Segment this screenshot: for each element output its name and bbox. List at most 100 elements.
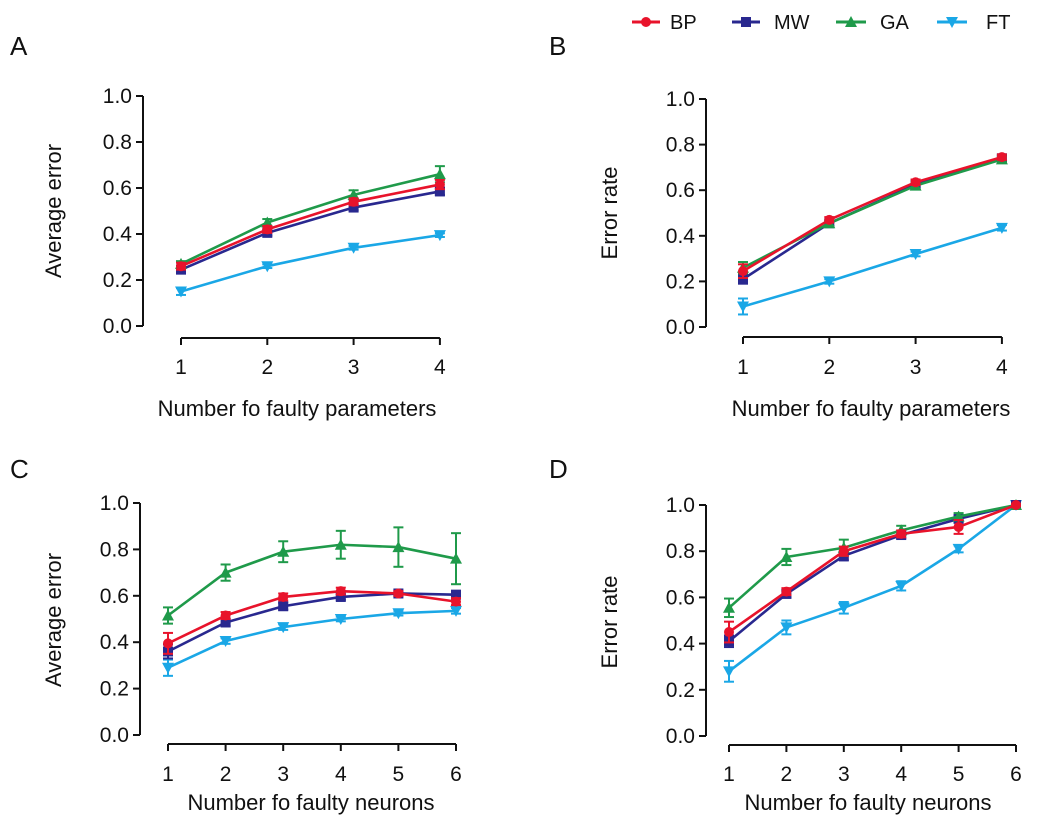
data-point-bp — [738, 266, 748, 277]
data-point-mw — [278, 601, 289, 612]
x-tick-label: 3 — [277, 763, 289, 786]
data-point-ga — [277, 545, 290, 557]
data-point-bp — [220, 610, 231, 621]
data-point-bp — [434, 179, 445, 190]
y-tick-label: 0.4 — [103, 223, 133, 246]
panel-letter: A — [10, 31, 28, 61]
data-point-ft — [723, 666, 735, 678]
series-bp — [163, 586, 461, 655]
legend-item-bp: BP — [632, 12, 697, 34]
data-point-ft — [450, 605, 462, 617]
data-point-bp — [393, 588, 404, 599]
data-point-ft — [895, 580, 908, 592]
x-tick-label: 3 — [348, 356, 360, 379]
data-point-mw — [434, 186, 445, 197]
series-line-bp — [728, 503, 1017, 634]
legend-marker-ft — [946, 17, 958, 28]
y-tick-label: 1.0 — [666, 88, 695, 111]
data-point-ft — [737, 301, 749, 313]
x-tick-label: 4 — [996, 356, 1008, 379]
y-tick-label: 0.4 — [666, 633, 696, 656]
data-point-ft — [219, 636, 232, 648]
data-point-bp — [996, 152, 1007, 163]
series-line-ga — [167, 543, 457, 617]
series-line-mw — [742, 157, 1003, 281]
data-point-ft — [995, 222, 1008, 234]
data-point-bp — [824, 214, 835, 225]
data-point-ft — [837, 602, 850, 614]
x-tick-label: 2 — [220, 763, 232, 786]
data-point-ga — [261, 216, 274, 228]
x-tick-label: 1 — [723, 763, 735, 786]
legend-item-ft: FT — [937, 12, 1010, 34]
data-point-ft — [175, 286, 187, 298]
y-tick-label: 0.6 — [666, 179, 695, 202]
data-point-mw — [335, 591, 346, 602]
series-line-mw — [728, 503, 1017, 643]
data-point-mw — [348, 202, 359, 213]
y-tick-label: 0.8 — [666, 540, 695, 563]
y-tick-label: 0.8 — [103, 131, 132, 154]
y-tick-label: 1.0 — [100, 492, 129, 515]
x-axis-title: Number fo faulty parameters — [732, 396, 1011, 421]
legend-marker-bp — [641, 17, 651, 27]
y-tick-label: 1.0 — [666, 494, 695, 517]
x-tick-label: 2 — [781, 763, 793, 786]
data-point-ft — [261, 261, 274, 273]
panel-letter: D — [549, 454, 568, 484]
data-point-bp — [953, 521, 964, 532]
series-mw — [738, 153, 1007, 285]
series-line-mw — [180, 190, 441, 271]
legend-label-ga: GA — [880, 12, 910, 34]
y-tick-label: 0.6 — [103, 177, 132, 200]
y-tick-label: 0.0 — [666, 316, 695, 339]
panel-d: D Error rate Number fo faulty neurons 0.… — [549, 454, 1022, 815]
series-ft — [723, 500, 1022, 683]
y-axis-title: Average error — [41, 553, 66, 687]
panel-c: C Average error Number fo faulty neurons… — [10, 454, 462, 815]
x-tick-label: 6 — [450, 763, 462, 786]
data-point-ft — [909, 249, 922, 261]
legend-item-mw: MW — [732, 12, 810, 34]
x-tick-label: 4 — [434, 356, 446, 379]
data-point-bp — [176, 261, 186, 272]
data-point-ga — [952, 510, 965, 522]
data-point-bp — [278, 591, 289, 602]
data-point-ga — [433, 168, 446, 180]
series-bp — [724, 500, 1021, 644]
data-point-ga — [392, 541, 405, 553]
series-line-bp — [180, 183, 441, 268]
data-point-ga — [162, 609, 174, 621]
data-point-ft — [162, 662, 174, 674]
series-line-bp — [742, 155, 1003, 273]
data-point-mw — [220, 617, 231, 628]
y-tick-label: 0.2 — [100, 678, 129, 701]
data-point-ga — [219, 566, 232, 578]
panel-a: A Average error Number fo faulty paramet… — [10, 31, 446, 421]
data-point-ga — [723, 601, 735, 613]
data-point-ft — [347, 242, 360, 254]
y-tick-label: 1.0 — [103, 85, 132, 108]
x-axis-title: Number fo faulty neurons — [744, 790, 991, 815]
x-tick-label: 5 — [953, 763, 965, 786]
y-tick-label: 0.6 — [666, 586, 695, 609]
y-tick-label: 0.8 — [666, 134, 695, 157]
legend-item-ga: GA — [836, 12, 910, 34]
series-line-ft — [742, 226, 1003, 308]
legend-label-ft: FT — [986, 12, 1010, 34]
y-tick-label: 0.4 — [666, 225, 696, 248]
data-point-bp — [451, 596, 461, 607]
data-point-bp — [1011, 500, 1021, 510]
data-point-bp — [724, 627, 734, 638]
x-tick-label: 2 — [823, 356, 835, 379]
series-line-ga — [728, 503, 1017, 609]
data-point-ft — [392, 608, 405, 620]
data-point-bp — [781, 586, 792, 597]
y-tick-label: 0.2 — [666, 270, 695, 293]
x-tick-label: 2 — [261, 356, 273, 379]
data-point-ft — [780, 622, 793, 634]
y-tick-label: 0.2 — [666, 679, 695, 702]
x-tick-label: 1 — [737, 356, 749, 379]
y-tick-label: 0.0 — [100, 724, 129, 747]
